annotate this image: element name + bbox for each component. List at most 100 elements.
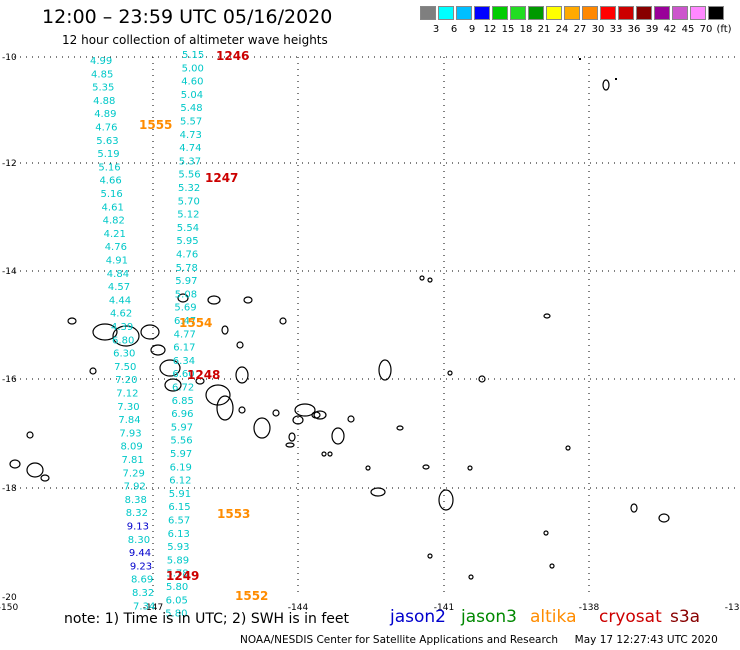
legend-swatch: [474, 6, 490, 20]
wave-height-value: 6.47: [174, 316, 196, 327]
legend-label: 42: [663, 24, 677, 35]
wave-height-value: 4.62: [110, 309, 132, 320]
wave-height-value: 5.93: [167, 542, 189, 553]
wave-height-value: 7.20: [115, 375, 137, 386]
lat-label: -10: [2, 53, 17, 63]
island-outline: [243, 296, 253, 304]
wave-height-value: 8.32: [132, 588, 154, 599]
wave-height-value: 9.44: [129, 548, 151, 559]
island-outline: [658, 513, 670, 523]
island-outline: [140, 324, 160, 340]
legend-swatch: [456, 6, 472, 20]
wave-height-value: 4.85: [91, 69, 113, 80]
legend-swatch: [546, 6, 562, 20]
wave-height-value: 6.13: [168, 529, 190, 540]
island-outline: [419, 275, 425, 281]
wave-height-value: 5.78: [176, 263, 198, 274]
island-outline: [253, 417, 271, 439]
island-outline: [447, 370, 453, 376]
wave-height-value: 9.13: [127, 522, 149, 533]
legend-label: 24: [555, 24, 569, 35]
wave-height-value: 5.69: [174, 303, 196, 314]
wave-height-value: 7.34: [133, 601, 155, 612]
island-outline: [92, 323, 118, 341]
island-outline: [294, 403, 316, 417]
wave-height-value: 6.15: [168, 502, 190, 513]
island-outline: [67, 317, 77, 325]
wave-height-value: 6.34: [173, 356, 195, 367]
satellite-label-jason2: jason2: [390, 607, 446, 627]
lon-label: -147: [143, 603, 163, 613]
pass-time-label: 1247: [205, 171, 238, 185]
island-outline: [235, 366, 249, 384]
legend-label: 15: [501, 24, 515, 35]
island-outline: [236, 341, 244, 349]
legend-label: 12: [483, 24, 497, 35]
wave-height-value: 6.05: [166, 595, 188, 606]
island-outline: [279, 317, 287, 325]
island-outline: [26, 431, 34, 439]
lat-label: -12: [2, 159, 17, 169]
legend-label: 18: [519, 24, 533, 35]
wave-height-value: 5.56: [170, 436, 192, 447]
wave-height-value: 8.09: [120, 442, 142, 453]
wave-height-value: 7.30: [117, 402, 139, 413]
wave-height-value: 5.35: [92, 83, 114, 94]
island-outline: [177, 293, 189, 303]
wave-height-value: 4.39: [111, 322, 133, 333]
island-outline: [543, 530, 549, 536]
island-outline: [630, 503, 638, 513]
legend-label: 27: [573, 24, 587, 35]
wave-height-value: 5.54: [177, 223, 199, 234]
lon-label: -150: [0, 603, 18, 613]
island-outline: [112, 325, 140, 347]
wave-height-value: 5.57: [180, 117, 202, 128]
pass-time-label: 1555: [139, 118, 172, 132]
island-outline: [467, 465, 473, 471]
wave-height-value: 6.80: [112, 335, 134, 346]
legend-swatch: [690, 6, 706, 20]
wave-height-value: 4.60: [181, 77, 203, 88]
wave-height-value: 6.96: [171, 409, 193, 420]
wave-height-value: 5.00: [182, 63, 204, 74]
wave-height-value: 9.23: [130, 561, 152, 572]
island-outline: [365, 465, 371, 471]
footer-credit: NOAA/NESDIS Center for Satellite Applica…: [240, 634, 718, 646]
wave-height-value: 5.19: [97, 149, 119, 160]
legend-label: 9: [468, 24, 476, 35]
wave-height-value: 6.72: [172, 383, 194, 394]
legend-label: 6: [450, 24, 458, 35]
wave-height-value: 4.88: [93, 96, 115, 107]
wave-height-value: 6.19: [170, 462, 192, 473]
legend-label: 3: [432, 24, 440, 35]
legend-label: (ft): [716, 24, 732, 35]
legend-swatch: [492, 6, 508, 20]
pass-time-label: 1552: [235, 589, 268, 603]
wave-height-value: 5.08: [175, 289, 197, 300]
island-outline: [272, 409, 280, 417]
island-outline: [422, 464, 430, 470]
wave-height-value: 6.30: [113, 349, 135, 360]
legend-swatch: [564, 6, 580, 20]
wave-height-value: 7.50: [114, 362, 136, 373]
legend-swatch: [654, 6, 670, 20]
satellite-label-altika: altika: [530, 607, 577, 627]
island-dot: [615, 78, 617, 80]
legend-label: 45: [681, 24, 695, 35]
lon-label: -144: [288, 603, 309, 613]
island-outline: [565, 445, 571, 451]
wave-height-value: 8.30: [128, 535, 150, 546]
island-outline: [427, 277, 433, 283]
island-outline: [602, 79, 610, 91]
island-outline: [40, 474, 50, 482]
legend-swatch: [636, 6, 652, 20]
wave-height-value: 4.77: [174, 329, 196, 340]
wave-height-value: 7.93: [119, 428, 141, 439]
island-outline: [313, 410, 327, 420]
legend-label: 30: [591, 24, 605, 35]
wave-height-value: 4.76: [176, 250, 198, 261]
wave-height-value: 5.70: [178, 196, 200, 207]
wave-height-value: 8.38: [125, 495, 147, 506]
island-outline: [378, 359, 392, 381]
wave-height-value: 4.76: [95, 123, 117, 134]
